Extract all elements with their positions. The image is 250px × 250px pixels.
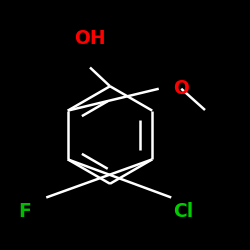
Text: OH: OH [74, 29, 106, 48]
Text: O: O [173, 79, 189, 98]
Text: F: F [18, 202, 32, 221]
Text: Cl: Cl [174, 202, 194, 221]
